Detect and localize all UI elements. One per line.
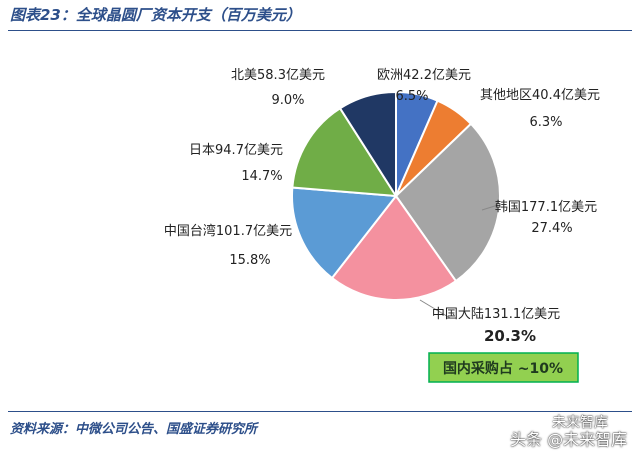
title-rule [8,30,632,31]
annotation-text: 国内采购占 ~10% [443,360,563,377]
watermark-line1: 未来智库 [552,415,608,431]
slice-percent-2: 6.3% [529,115,562,130]
slice-percent-7: 9.0% [271,93,304,108]
leader-line-3 [481,204,499,211]
slice-percent-1: 6.5% [395,89,428,104]
source-rule [8,411,632,412]
pie-slice-3 [394,122,501,283]
leader-line-4 [419,299,451,319]
slice-percent-5: 15.8% [229,253,270,268]
pie-slice-7 [338,90,397,200]
slice-label-5: 中国台湾101.7亿美元 [164,223,292,239]
watermark-line2: 头条 @未来智库 [510,430,628,449]
annotation-box [428,352,579,383]
slice-label-3: 韩国177.1亿美元 [495,200,597,215]
slice-percent-3: 27.4% [531,221,572,236]
slice-label-7: 北美58.3亿美元 [231,68,325,83]
slice-label-1: 欧洲42.2亿美元 [377,68,471,83]
slice-percent-4: 20.3% [484,327,536,345]
pie-slice-4 [330,194,458,301]
figure-source: 资料来源：中微公司公告、国盛证券研究所 [10,422,258,437]
slice-label-2: 其他地区40.4亿美元 [480,88,600,103]
pie-slice-6 [291,106,398,198]
slice-percent-6: 14.7% [241,169,282,184]
figure-title: 图表23：全球晶圆厂资本开支（百万美元） [10,6,301,24]
pie-slice-5 [291,186,398,280]
slice-label-6: 日本94.7亿美元 [189,143,283,158]
slice-label-4: 中国大陆131.1亿美元 [432,306,560,322]
